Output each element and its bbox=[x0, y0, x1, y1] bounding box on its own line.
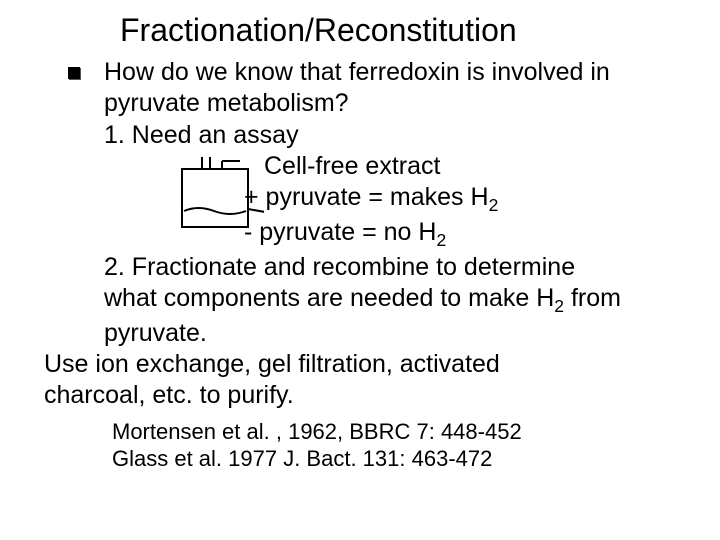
slide-title: Fractionation/Reconstitution bbox=[120, 12, 680, 49]
use-line-1: Use ion exchange, gel filtration, activa… bbox=[44, 349, 500, 380]
step-2d: pyruvate. bbox=[104, 318, 621, 349]
plus-pyruvate-line: + pyruvate = makes H2 bbox=[244, 182, 621, 217]
ref-1: Mortensen et al. , 1962, BBRC 7: 448-452 bbox=[112, 418, 680, 446]
flask-icon bbox=[174, 155, 264, 245]
use-line-2: charcoal, etc. to purify. bbox=[44, 380, 500, 411]
bullet-square-icon bbox=[68, 67, 80, 79]
references: Mortensen et al. , 1962, BBRC 7: 448-452… bbox=[112, 418, 680, 473]
bullet-1: How do we know that ferredoxin is involv… bbox=[68, 57, 680, 349]
step-2b: what components are needed to make H2 fr… bbox=[104, 283, 621, 318]
step-2a: 2. Fractionate and recombine to determin… bbox=[104, 252, 621, 283]
bullet-2: Use ion exchange, gel filtration, activa… bbox=[44, 349, 680, 412]
body-block: How do we know that ferredoxin is involv… bbox=[104, 57, 621, 349]
cell-free-line: Cell-free extract bbox=[264, 151, 621, 182]
question-line-1: How do we know that ferredoxin is involv… bbox=[104, 57, 621, 88]
ref-2: Glass et al. 1977 J. Bact. 131: 463-472 bbox=[112, 445, 680, 473]
minus-pyruvate-line: - pyruvate = no H2 bbox=[244, 217, 621, 252]
step-1: 1. Need an assay bbox=[104, 120, 621, 151]
question-line-2: pyruvate metabolism? bbox=[104, 88, 621, 119]
